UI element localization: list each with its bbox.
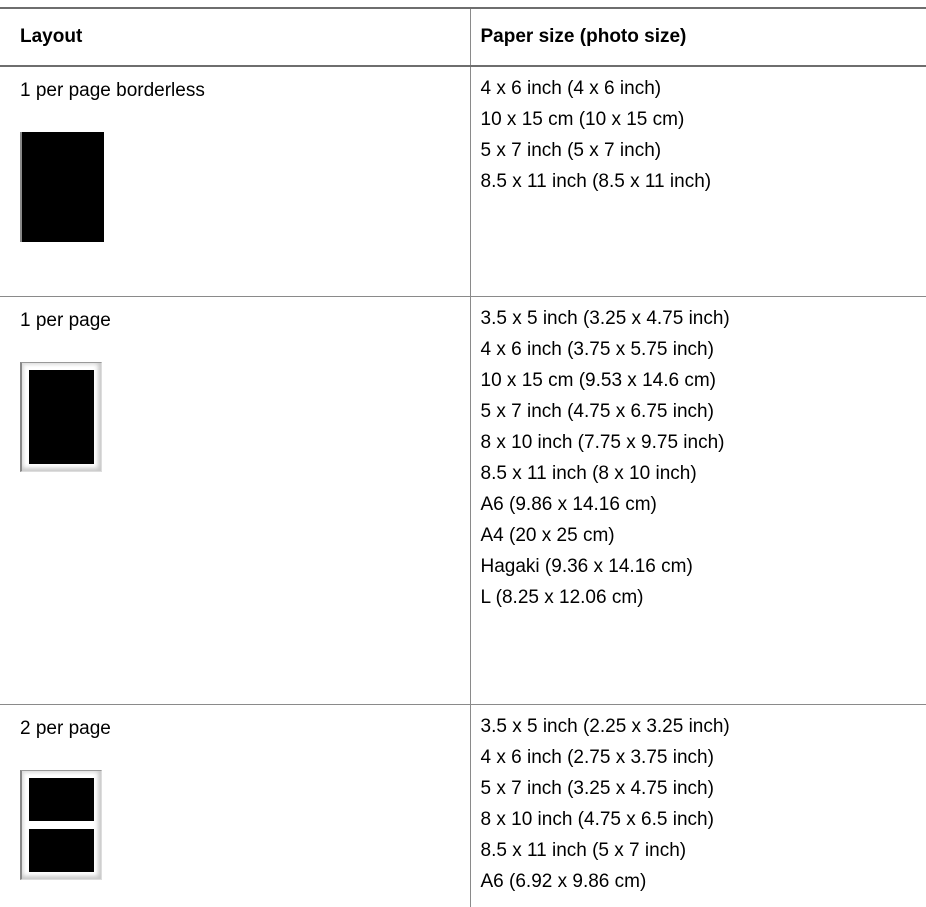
list-item: 10 x 15 cm (10 x 15 cm): [481, 108, 926, 139]
paper-size-list: 3.5 x 5 inch (3.25 x 4.75 inch) 4 x 6 in…: [481, 307, 926, 617]
list-item: A6 (6.92 x 9.86 cm): [481, 870, 926, 901]
list-item: 8 x 10 inch (7.75 x 9.75 inch): [481, 431, 926, 462]
layout-cell: 1 per page: [0, 296, 470, 704]
list-item: Hagaki (9.36 x 14.16 cm): [481, 555, 926, 586]
list-item: A6 (9.86 x 14.16 cm): [481, 493, 926, 524]
layout-cell: 2 per page: [0, 704, 470, 907]
list-item: 8.5 x 11 inch (8 x 10 inch): [481, 462, 926, 493]
list-item: 8.5 x 11 inch (8.5 x 11 inch): [481, 170, 926, 201]
single-photo-with-border-icon: [20, 362, 102, 472]
list-item: 3.5 x 5 inch (2.25 x 3.25 inch): [481, 715, 926, 746]
table-row: 1 per page 3.5 x 5 inch (3.25 x 4.75 inc…: [0, 296, 926, 704]
table-row: 1 per page borderless 4 x 6 inch (4 x 6 …: [0, 66, 926, 296]
photo-area: [29, 370, 94, 464]
photo-area-bottom: [29, 829, 94, 872]
table-row: 2 per page 3.5 x 5 inch (2.25 x 3.25 inc…: [0, 704, 926, 907]
paper-size-cell: 3.5 x 5 inch (3.25 x 4.75 inch) 4 x 6 in…: [470, 296, 926, 704]
layout-label: 2 per page: [20, 717, 470, 740]
list-item: 5 x 7 inch (5 x 7 inch): [481, 139, 926, 170]
photo-area-top: [29, 778, 94, 821]
paper-size-list: 4 x 6 inch (4 x 6 inch) 10 x 15 cm (10 x…: [481, 77, 926, 201]
list-item: 8.5 x 11 inch (5 x 7 inch): [481, 839, 926, 870]
column-header-paper-size: Paper size (photo size): [470, 8, 926, 66]
list-item: 8 x 10 inch (4.75 x 6.5 inch): [481, 808, 926, 839]
list-item: 10 x 15 cm (9.53 x 14.6 cm): [481, 369, 926, 400]
list-item: 5 x 7 inch (3.25 x 4.75 inch): [481, 777, 926, 808]
paper-size-list: 3.5 x 5 inch (2.25 x 3.25 inch) 4 x 6 in…: [481, 715, 926, 901]
layout-label: 1 per page borderless: [20, 79, 470, 102]
layout-cell: 1 per page borderless: [0, 66, 470, 296]
borderless-photo-icon: [20, 132, 104, 242]
list-item: 4 x 6 inch (4 x 6 inch): [481, 77, 926, 108]
list-item: A4 (20 x 25 cm): [481, 524, 926, 555]
layout-label: 1 per page: [20, 309, 470, 332]
two-photos-per-page-icon: [20, 770, 102, 880]
list-item: 3.5 x 5 inch (3.25 x 4.75 inch): [481, 307, 926, 338]
table-header-row: Layout Paper size (photo size): [0, 8, 926, 66]
paper-size-cell: 4 x 6 inch (4 x 6 inch) 10 x 15 cm (10 x…: [470, 66, 926, 296]
list-item: 4 x 6 inch (2.75 x 3.75 inch): [481, 746, 926, 777]
layout-paper-size-table: Layout Paper size (photo size) 1 per pag…: [0, 7, 926, 907]
list-item: L (8.25 x 12.06 cm): [481, 586, 926, 617]
column-header-layout: Layout: [0, 8, 470, 66]
list-item: 4 x 6 inch (3.75 x 5.75 inch): [481, 338, 926, 369]
list-item: 5 x 7 inch (4.75 x 6.75 inch): [481, 400, 926, 431]
paper-size-cell: 3.5 x 5 inch (2.25 x 3.25 inch) 4 x 6 in…: [470, 704, 926, 907]
